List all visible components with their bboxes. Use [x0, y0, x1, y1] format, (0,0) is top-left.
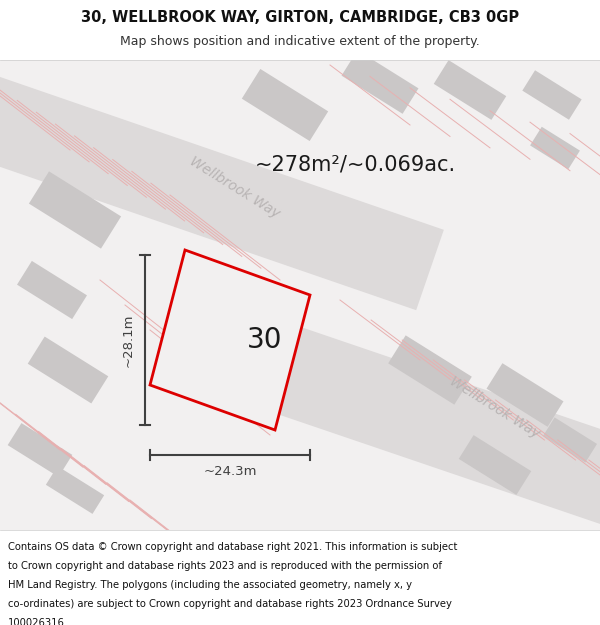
Polygon shape [46, 466, 104, 514]
Text: ~278m²/~0.069ac.: ~278m²/~0.069ac. [255, 155, 456, 175]
Bar [0, 0, 600, 60]
Polygon shape [434, 60, 506, 120]
Text: Wellbrook Way: Wellbrook Way [187, 154, 283, 221]
Text: HM Land Registry. The polygons (including the associated geometry, namely x, y: HM Land Registry. The polygons (includin… [8, 580, 412, 590]
Polygon shape [459, 435, 531, 495]
Polygon shape [388, 336, 472, 404]
Polygon shape [530, 127, 580, 169]
Text: to Crown copyright and database rights 2023 and is reproduced with the permissio: to Crown copyright and database rights 2… [8, 561, 442, 571]
Text: Contains OS data © Crown copyright and database right 2021. This information is : Contains OS data © Crown copyright and d… [8, 542, 457, 552]
Text: co-ordinates) are subject to Crown copyright and database rights 2023 Ordnance S: co-ordinates) are subject to Crown copyr… [8, 599, 452, 609]
Text: Map shows position and indicative extent of the property.: Map shows position and indicative extent… [120, 36, 480, 49]
Polygon shape [341, 50, 418, 114]
Polygon shape [543, 418, 597, 462]
Text: 30: 30 [247, 326, 283, 354]
Text: ~28.1m: ~28.1m [122, 313, 135, 367]
Text: Wellbrook Way: Wellbrook Way [448, 374, 542, 441]
Polygon shape [0, 75, 444, 310]
Polygon shape [242, 69, 328, 141]
Polygon shape [150, 250, 310, 430]
Bar [0, 60, 600, 530]
Polygon shape [487, 363, 563, 427]
Polygon shape [29, 171, 121, 249]
Text: 30, WELLBROOK WAY, GIRTON, CAMBRIDGE, CB3 0GP: 30, WELLBROOK WAY, GIRTON, CAMBRIDGE, CB… [81, 11, 519, 26]
Polygon shape [155, 288, 600, 532]
Polygon shape [523, 70, 581, 120]
Polygon shape [28, 336, 108, 404]
Polygon shape [8, 423, 73, 477]
Text: ~24.3m: ~24.3m [203, 465, 257, 478]
Text: 100026316.: 100026316. [8, 618, 68, 625]
Bar [0, 530, 600, 625]
Polygon shape [17, 261, 87, 319]
